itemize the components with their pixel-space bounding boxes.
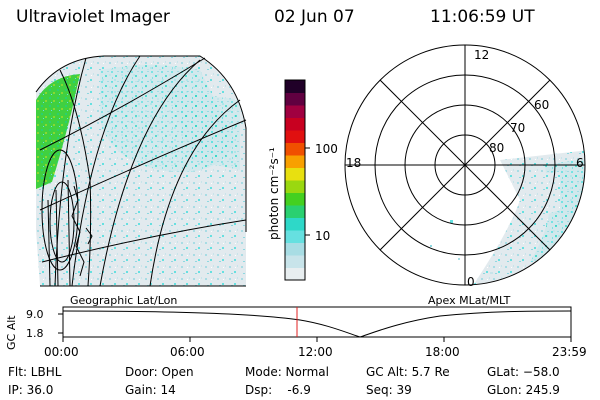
colorbar-cell <box>285 242 305 256</box>
colorbar-cell <box>285 155 305 168</box>
colorbar-cell <box>285 180 305 193</box>
colorbar-cell <box>285 217 305 231</box>
colorbar-cell <box>285 255 305 268</box>
mlat-label-60: 60 <box>534 98 550 112</box>
geo-panel-label: Geographic Lat/Lon <box>70 294 178 307</box>
strip-xtick-0600: 06:00 <box>170 345 205 359</box>
strip-xtick-1800: 18:00 <box>425 345 460 359</box>
mlat-label-70: 70 <box>510 121 526 135</box>
altitude-strip <box>58 306 572 342</box>
colorbar-cell <box>285 230 305 243</box>
glat-readout: GLat: −58.0 <box>487 365 560 379</box>
gain-readout: Gain: 14 <box>125 383 176 397</box>
mlt-label-18: 18 <box>346 156 362 170</box>
strip-ylabel: GC Alt <box>5 315 18 350</box>
seq-readout: Seq: 39 <box>366 383 412 397</box>
filter-readout: Flt: LBHL <box>8 365 62 379</box>
polar-plot <box>344 44 586 286</box>
strip-xtick-2359: 23:59 <box>552 345 587 359</box>
strip-xtick-0000: 00:00 <box>44 345 79 359</box>
colorbar <box>284 79 310 281</box>
strip-xtick-1200: 12:00 <box>298 345 333 359</box>
ip-readout: IP: 36.0 <box>8 383 54 397</box>
geo-image-panel <box>35 55 247 287</box>
strip-ytick-9: 9.0 <box>26 308 44 321</box>
colorbar-cell <box>285 142 305 156</box>
colorbar-cell <box>285 105 305 118</box>
mlt-label-6: 6 <box>576 156 584 170</box>
dsp-readout: Dsp: -6.9 <box>245 383 311 397</box>
instrument-title: Ultraviolet Imager <box>16 7 170 27</box>
colorbar-cell <box>285 267 305 281</box>
mode-readout: Mode: Normal <box>245 365 329 379</box>
colorbar-cell <box>285 192 305 206</box>
door-readout: Door: Open <box>125 365 194 379</box>
colorbar-cell <box>285 130 305 143</box>
glon-readout: GLon: 245.9 <box>487 383 560 397</box>
polar-panel-label: Apex MLat/MLT <box>428 294 511 307</box>
mlat-label-80: 80 <box>489 141 505 155</box>
colorbar-tick-100: 100 <box>315 142 338 156</box>
time-label: 11:06:59 UT <box>430 7 535 27</box>
colorbar-tick-10: 10 <box>315 229 331 243</box>
colorbar-cell <box>285 117 305 131</box>
mlt-label-12: 12 <box>474 48 490 62</box>
colorbar-cell <box>285 80 305 93</box>
mlt-label-0: 0 <box>467 275 475 289</box>
gc-alt-readout: GC Alt: 5.7 Re <box>366 365 450 379</box>
colorbar-cell <box>285 92 305 106</box>
date-label: 02 Jun 07 <box>274 7 355 27</box>
colorbar-unit-label: photon cm⁻²s⁻¹ <box>267 147 281 240</box>
strip-ytick-1-8: 1.8 <box>26 327 44 340</box>
colorbar-cell <box>285 167 305 181</box>
colorbar-cell <box>285 205 305 218</box>
